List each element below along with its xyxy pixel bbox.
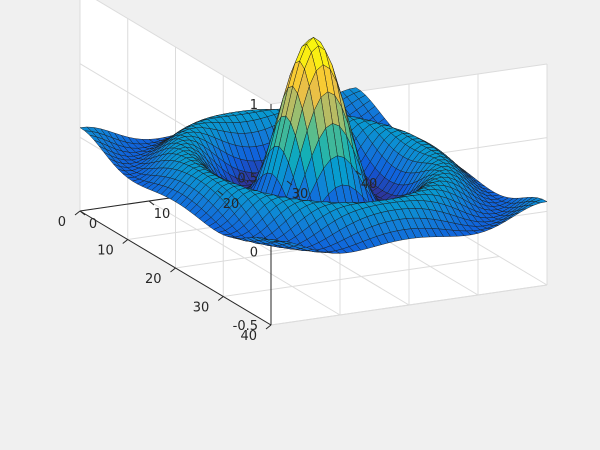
x-tick-mark [79,210,86,216]
surface [79,37,548,254]
y-tick-mark [265,324,272,330]
y-tick-label: 30 [193,301,210,316]
y-tick-label: 10 [97,244,114,259]
y-tick-label: 20 [145,272,162,287]
y-tick-mark [170,267,176,273]
z-tick-label: 0.5 [237,172,258,187]
x-tick-mark [286,180,293,186]
x-tick-label: 0 [89,217,97,232]
x-tick-label: 20 [223,197,240,212]
surface-face [266,238,279,242]
z-tick-label: 0 [250,245,258,260]
left-wall-grid-line-z [95,0,272,105]
x-tick-mark [217,190,224,196]
floor-grid-line-y [223,256,500,297]
y-tick-mark [217,296,224,301]
x-tick-mark [148,200,155,206]
y-tick-label: 0 [58,215,66,230]
y-tick-mark [122,239,129,244]
z-tick-label: 1 [250,98,258,113]
z-tick-label: -0.5 [233,319,258,334]
y-tick-mark [74,210,81,216]
y-tick-label: 40 [240,329,257,344]
x-tick-mark [355,170,362,176]
x-tick-label: 30 [292,187,309,202]
back-wall-grid-line-z [270,284,548,326]
x-tick-label: 40 [361,177,378,192]
x-tick-label: 10 [154,207,171,222]
